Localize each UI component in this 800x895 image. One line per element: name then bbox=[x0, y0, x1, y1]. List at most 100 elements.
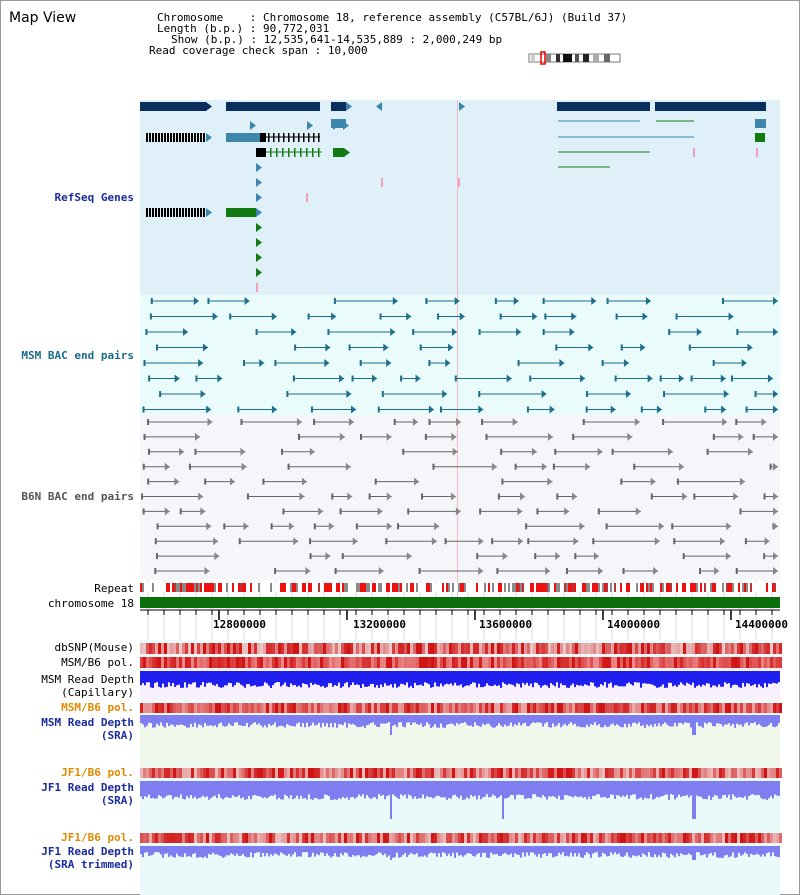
read-depth-bar bbox=[446, 846, 448, 857]
heatmap-cell bbox=[677, 643, 680, 654]
read-depth-bar bbox=[692, 715, 694, 735]
bac-end-arrow bbox=[747, 343, 753, 352]
bac-end bbox=[479, 508, 482, 515]
heatmap-cell bbox=[254, 833, 257, 843]
read-depth-bar bbox=[478, 671, 480, 684]
read-depth-bar bbox=[512, 846, 514, 858]
read-depth-bar bbox=[690, 671, 692, 686]
read-depth-bar bbox=[766, 715, 768, 727]
heatmap-tracks[interactable] bbox=[140, 643, 782, 843]
heatmap-cell bbox=[722, 833, 725, 843]
heatmap-cell bbox=[158, 657, 161, 668]
heatmap-cell bbox=[212, 643, 215, 654]
read-depth-bar bbox=[418, 846, 420, 857]
read-depth-tracks[interactable] bbox=[140, 671, 780, 860]
read-depth-bar bbox=[196, 846, 198, 858]
heatmap-cell bbox=[434, 703, 437, 713]
read-depth-bar bbox=[334, 846, 336, 854]
b6n-bac-track[interactable] bbox=[141, 418, 778, 575]
read-depth-bar bbox=[748, 781, 750, 797]
read-depth-bar bbox=[590, 846, 592, 858]
read-depth-bar bbox=[220, 781, 222, 798]
heatmap-cell bbox=[146, 657, 149, 668]
heatmap-cell bbox=[713, 703, 716, 713]
read-depth-bar bbox=[626, 846, 628, 853]
read-depth-bar bbox=[776, 715, 778, 727]
heatmap-cell bbox=[509, 833, 512, 843]
gene-arrow bbox=[256, 253, 262, 262]
heatmap-cell bbox=[197, 657, 200, 668]
bac-end bbox=[159, 391, 162, 397]
read-depth-bar bbox=[362, 846, 364, 856]
bac-end bbox=[402, 448, 405, 455]
bac-end-arrow bbox=[627, 432, 633, 441]
repeat-element bbox=[484, 583, 486, 592]
read-depth-bar bbox=[296, 715, 298, 724]
read-depth-bar bbox=[200, 781, 202, 798]
bac-end-arrow bbox=[725, 552, 731, 561]
read-depth-bar bbox=[506, 671, 508, 686]
read-depth-bar bbox=[448, 846, 450, 854]
read-depth-bar bbox=[334, 781, 336, 800]
read-depth-bar bbox=[436, 781, 438, 796]
heatmap-cell bbox=[470, 657, 473, 668]
read-depth-bar bbox=[390, 846, 392, 860]
read-depth-bar bbox=[596, 781, 598, 795]
heatmap-cell bbox=[629, 643, 632, 654]
chromosome-bar[interactable] bbox=[140, 597, 780, 608]
refseq-genes-track[interactable] bbox=[140, 102, 766, 292]
heatmap-cell bbox=[533, 643, 536, 654]
read-depth-bar bbox=[750, 781, 752, 795]
heatmap-cell bbox=[611, 657, 614, 668]
repeat-element bbox=[746, 583, 748, 592]
read-depth-bar bbox=[516, 781, 518, 795]
read-depth-bar bbox=[340, 671, 342, 688]
read-depth-bar bbox=[264, 846, 266, 857]
repeat-track[interactable] bbox=[140, 583, 780, 592]
read-depth-bar bbox=[682, 715, 684, 725]
read-depth-bar bbox=[228, 781, 230, 799]
chromosome-track-label: chromosome 18 bbox=[47, 597, 134, 610]
heatmap-cell bbox=[461, 703, 464, 713]
bac-end-arrow bbox=[541, 462, 547, 471]
read-depth-bar bbox=[148, 846, 150, 856]
heatmap-cell bbox=[239, 703, 242, 713]
read-depth-bar bbox=[632, 715, 634, 723]
read-depth-bar bbox=[198, 671, 200, 688]
repeat-element bbox=[636, 583, 638, 592]
read-depth-bar bbox=[396, 715, 398, 728]
heatmap-cell bbox=[221, 703, 224, 713]
read-depth-bar bbox=[694, 671, 696, 688]
gene-feature bbox=[170, 133, 172, 142]
read-depth-bar bbox=[530, 846, 532, 853]
bac-end-arrow bbox=[623, 359, 629, 367]
heatmap-cell bbox=[776, 657, 779, 668]
heatmap-cell bbox=[422, 833, 425, 843]
heatmap-cell bbox=[467, 703, 470, 713]
read-depth-bar bbox=[276, 671, 278, 683]
heatmap-cell bbox=[215, 657, 218, 668]
read-depth-bar bbox=[142, 846, 144, 858]
gene-feature bbox=[194, 133, 196, 142]
heatmap-cell bbox=[497, 643, 500, 654]
read-depth-bar bbox=[616, 715, 618, 725]
heatmap-cell bbox=[590, 768, 593, 778]
gene-feature bbox=[333, 148, 344, 157]
repeat-element bbox=[556, 583, 558, 592]
read-depth-bar bbox=[760, 715, 762, 726]
chromosome-ideogram[interactable] bbox=[528, 51, 621, 65]
msm-bac-track[interactable] bbox=[142, 297, 778, 414]
heatmap-cell bbox=[716, 657, 719, 668]
read-depth-bar bbox=[704, 781, 706, 799]
heatmap-cell bbox=[140, 657, 143, 668]
read-depth-bar bbox=[148, 715, 150, 723]
heatmap-cell bbox=[320, 643, 323, 654]
show-info: Show (b.p.) : 12,535,641-14,535,889 : 2,… bbox=[171, 33, 503, 46]
read-depth-bar bbox=[532, 671, 534, 688]
heatmap-cell bbox=[455, 657, 458, 668]
read-depth-bar bbox=[202, 671, 204, 683]
read-depth-bar bbox=[348, 715, 350, 724]
read-depth-bar bbox=[488, 671, 490, 686]
read-depth-bar bbox=[336, 715, 338, 728]
read-depth-bar bbox=[572, 715, 574, 725]
